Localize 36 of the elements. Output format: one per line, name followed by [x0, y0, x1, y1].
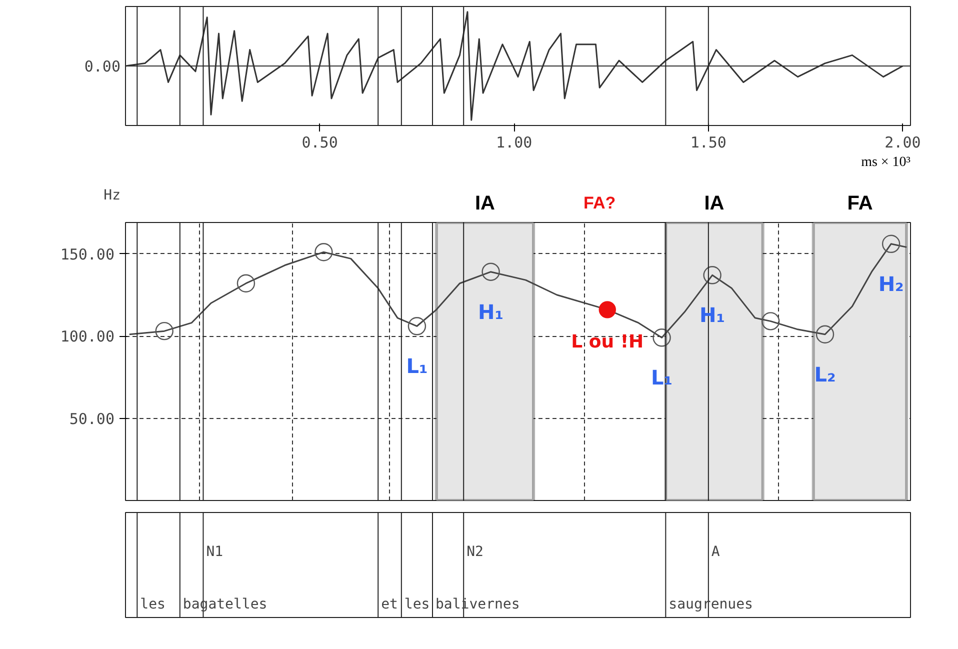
point [314, 243, 333, 262]
text: A [711, 544, 720, 560]
band-label: IA [474, 192, 495, 214]
x-axis-title: ms × 10³ [861, 155, 911, 170]
text: 0.00 [84, 58, 120, 76]
point [703, 266, 722, 284]
point [482, 262, 500, 281]
data-label: L₂ [814, 362, 836, 386]
point [762, 312, 780, 330]
text: N2 [466, 544, 484, 560]
band-label: IA [704, 192, 724, 214]
data-label: H₂ [878, 272, 904, 296]
point [882, 234, 900, 253]
x-tick-label: 1.50 [690, 134, 726, 152]
point [652, 328, 671, 347]
text: les [140, 596, 166, 612]
text: les [404, 596, 430, 612]
point [408, 317, 426, 336]
series-label: L ou !H [571, 332, 644, 353]
data-label: H₁ [478, 300, 504, 324]
y-axis-title: Hz [104, 188, 120, 204]
y-tick-label: 100.00 [60, 328, 115, 346]
data-label: L₁ [406, 354, 428, 378]
text: FA? [584, 193, 616, 212]
x-tick-label: 0.50 [302, 134, 338, 152]
point [816, 325, 834, 344]
x-tick-label: 1.00 [496, 134, 532, 152]
band-label: FA [847, 192, 873, 214]
y-tick-label: 50.00 [69, 410, 114, 428]
point [598, 301, 616, 318]
y-tick-label: 150.00 [60, 245, 115, 264]
text: et [381, 596, 398, 612]
point [155, 322, 174, 340]
point [236, 274, 256, 292]
text: N1 [206, 544, 224, 560]
x-tick-label: 2.00 [884, 134, 921, 152]
